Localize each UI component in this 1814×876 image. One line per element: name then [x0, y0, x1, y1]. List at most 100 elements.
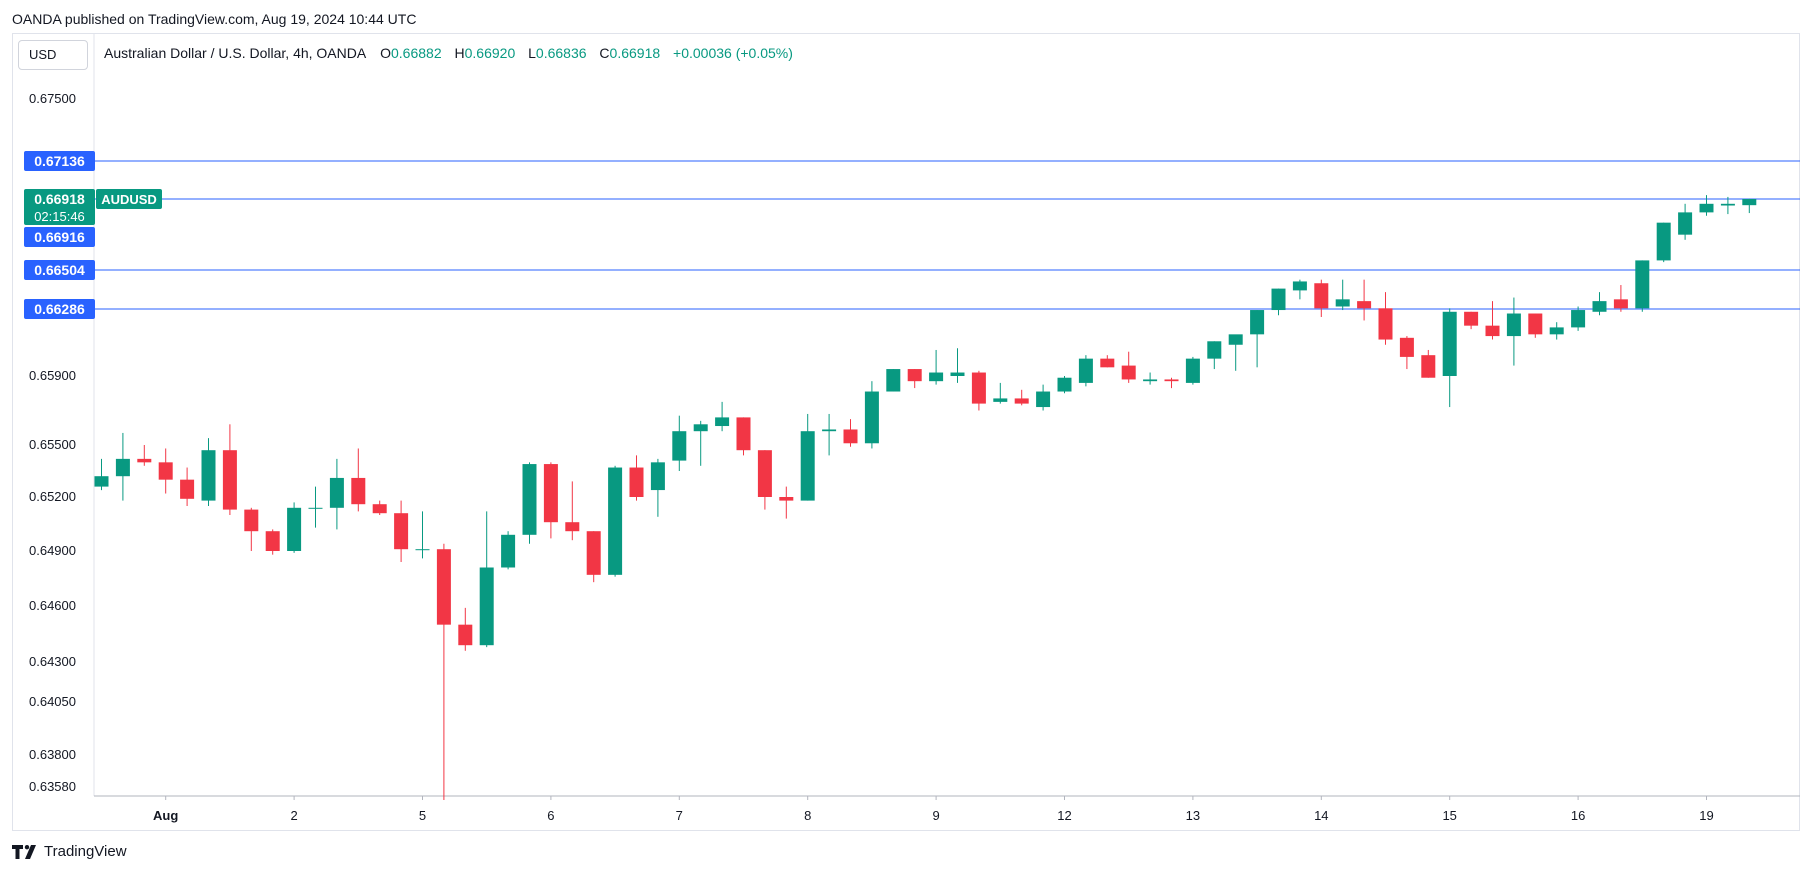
candle-body [415, 549, 430, 551]
candle-body [1485, 325, 1500, 337]
x-tick-label: 13 [1186, 808, 1200, 823]
candle-body [907, 369, 922, 382]
symbol-legend: Australian Dollar / U.S. Dollar, 4h, OAN… [104, 45, 802, 61]
horizontal-level-label: 0.67136 [34, 153, 85, 169]
candle-body [394, 513, 409, 550]
close-value: 0.66918 [609, 45, 661, 61]
x-tick-label: 12 [1057, 808, 1071, 823]
candle-body [158, 462, 173, 480]
candle-body [244, 509, 259, 532]
candle-body [287, 507, 302, 551]
candle-body [436, 549, 451, 625]
candle-body [1121, 365, 1136, 380]
candle-body [1100, 358, 1115, 368]
candle-body [1335, 299, 1350, 307]
candle-body [1292, 281, 1307, 291]
candle-body [1143, 379, 1158, 382]
symbol-title: Australian Dollar / U.S. Dollar, 4h, OAN… [104, 45, 367, 61]
x-tick-label: 19 [1699, 808, 1713, 823]
candle-body [543, 464, 558, 523]
candle-body [886, 369, 901, 392]
y-tick-label: 0.65200 [29, 489, 76, 504]
y-tick-label: 0.64300 [29, 654, 76, 669]
close-label: C [599, 45, 610, 61]
candle-body [1656, 222, 1671, 261]
x-tick-label: 14 [1314, 808, 1328, 823]
symbol-tag-bg [96, 189, 162, 209]
y-tick-label: 0.63580 [29, 779, 76, 794]
horizontal-level-label-bg [24, 299, 95, 319]
candle-body [1378, 308, 1393, 340]
candle-body [1613, 299, 1628, 309]
open-label: O [380, 45, 391, 61]
candle-body [993, 398, 1008, 402]
candle-body [115, 458, 130, 477]
x-tick-label: 2 [290, 808, 297, 823]
candle-body [629, 467, 644, 497]
candle-body [94, 476, 109, 487]
candle-body [1528, 313, 1543, 335]
tradingview-footer[interactable]: TradingView [12, 843, 127, 860]
candle-body [1314, 283, 1329, 309]
candle-body [843, 429, 858, 444]
candle-body [950, 372, 965, 376]
y-tick-label: 0.63800 [29, 747, 76, 762]
candle-body [1592, 301, 1607, 312]
horizontal-level-label-bg [24, 151, 95, 171]
candle-body [693, 424, 708, 432]
candle-body [351, 477, 366, 505]
tradingview-brand: TradingView [44, 843, 127, 860]
candle-body [458, 624, 473, 646]
candle-body [864, 391, 879, 444]
candle-body [1357, 301, 1372, 309]
symbol-tag-label: AUDUSD [101, 192, 157, 207]
candle-body [779, 497, 794, 501]
last-price-label: 0.66918 [34, 191, 85, 207]
candle-body [1036, 391, 1051, 408]
high-label: H [454, 45, 465, 61]
x-tick-label: 16 [1571, 808, 1585, 823]
candle-body [586, 531, 601, 575]
y-tick-label: 0.64600 [29, 598, 76, 613]
x-tick-label: 8 [804, 808, 811, 823]
candle-body [1421, 355, 1436, 378]
candle-body [800, 431, 815, 501]
candle-body [222, 450, 237, 510]
candle-body [1720, 203, 1735, 206]
candle-body [608, 467, 623, 575]
candle-body [308, 507, 323, 509]
candle-body [1699, 203, 1714, 213]
candle-body [180, 479, 195, 499]
chart-frame [12, 33, 1800, 831]
crosshair-price-label-bg [24, 227, 95, 247]
x-tick-label: Aug [153, 808, 178, 823]
candle-body [201, 450, 216, 501]
crosshair-price-label: 0.66916 [34, 229, 85, 245]
candle-body [1742, 199, 1757, 206]
candle-body [757, 450, 772, 497]
currency-button[interactable]: USD [18, 40, 88, 70]
candle-body [1207, 341, 1222, 359]
horizontal-level-label-bg [24, 260, 95, 280]
candle-body [1635, 260, 1650, 309]
candle-body [329, 477, 344, 508]
y-tick-label: 0.67500 [29, 91, 76, 106]
horizontal-level-label: 0.66286 [34, 301, 85, 317]
candle-body [1442, 311, 1457, 376]
candle-body [650, 462, 665, 491]
candle-body [1271, 288, 1286, 311]
open-value: 0.66882 [391, 45, 442, 61]
y-tick-label: 0.65500 [29, 437, 76, 452]
y-tick-label: 0.64050 [29, 694, 76, 709]
x-tick-label: 15 [1442, 808, 1456, 823]
candle-body [1399, 337, 1414, 357]
change-value: +0.00036 (+0.05%) [673, 45, 793, 61]
candle-body [1228, 334, 1243, 345]
candle-body [372, 504, 387, 514]
candle-body [1506, 313, 1521, 337]
horizontal-level-label: 0.66504 [34, 262, 85, 278]
candle-body [715, 417, 730, 427]
x-tick-label: 7 [676, 808, 683, 823]
candle-body [1549, 327, 1564, 335]
